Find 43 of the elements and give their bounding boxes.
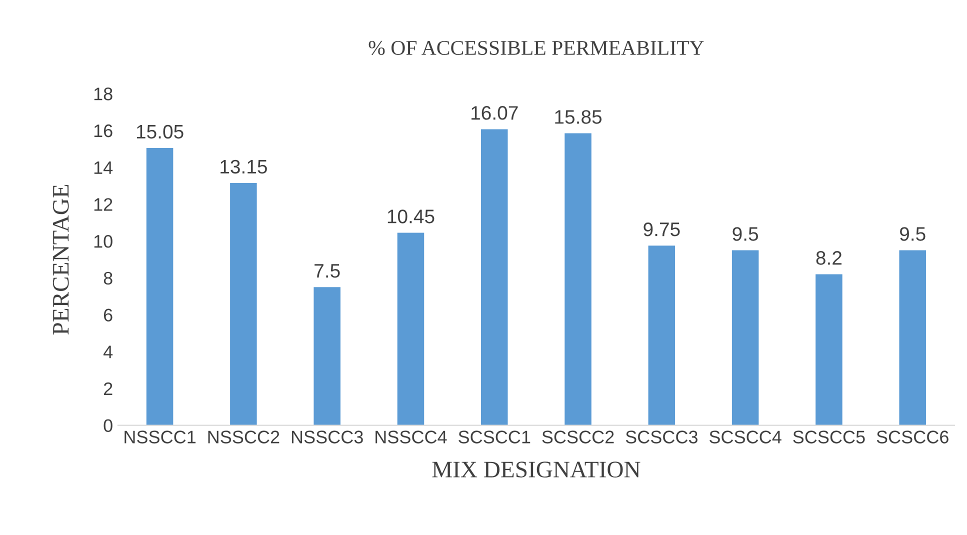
x-axis-title: MIX DESIGNATION (432, 462, 640, 478)
x-tick-label: NSSCC1 (124, 430, 196, 444)
bar (648, 246, 676, 426)
x-tick-label: SCSCC6 (876, 430, 948, 444)
y-tick-label: 16 (94, 124, 112, 138)
data-label: 9.5 (732, 227, 758, 241)
x-tick-label: SCSCC5 (793, 430, 865, 444)
y-tick-label: 12 (94, 198, 112, 211)
bar (314, 287, 340, 426)
bar (899, 250, 926, 426)
chart-title: % OF ACCESSIBLE PERMEABILITY (368, 40, 704, 56)
data-label: 7.5 (314, 264, 340, 278)
data-label: 13.15 (220, 160, 267, 174)
x-tick-label: NSSCC4 (376, 430, 447, 444)
bar (146, 148, 174, 426)
x-tick-label: NSSCC2 (208, 430, 280, 444)
y-axis-title: PERCENTAGE (52, 184, 69, 335)
data-label: 15.85 (555, 110, 602, 124)
bar (397, 232, 424, 426)
x-tick-label: SCSCC4 (710, 430, 782, 444)
x-tick-label: SCSCC1 (458, 430, 530, 444)
y-tick-label: 18 (94, 88, 112, 100)
y-tick-label: 6 (104, 308, 112, 322)
data-label: 9.5 (900, 227, 926, 241)
bar (816, 274, 842, 426)
y-tick-label: 4 (103, 346, 113, 358)
y-tick-label: 0 (104, 419, 112, 432)
y-tick-label: 10 (94, 234, 112, 248)
bar (480, 129, 508, 426)
x-tick-label: SCSCC2 (542, 430, 614, 444)
data-label: 8.2 (816, 251, 842, 265)
data-label: 15.05 (136, 124, 184, 139)
data-label: 10.45 (388, 210, 434, 224)
data-label: 16.07 (472, 106, 518, 120)
bar (732, 250, 759, 426)
data-label: 9.75 (644, 222, 680, 236)
bar (564, 133, 592, 426)
x-tick-label: NSSCC3 (292, 430, 363, 444)
y-tick-label: 2 (104, 382, 112, 396)
bar (230, 183, 257, 426)
y-tick-label: 14 (94, 161, 113, 174)
y-tick-label: 8 (104, 272, 112, 285)
x-tick-label: SCSCC3 (626, 430, 698, 444)
